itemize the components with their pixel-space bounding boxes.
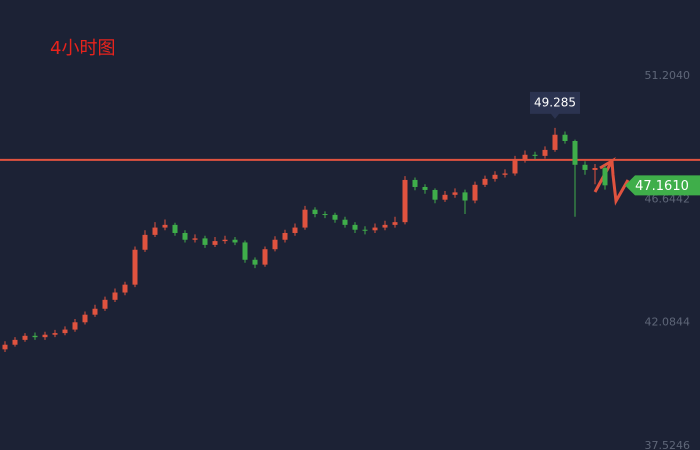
candle-body xyxy=(42,334,48,338)
candle-body xyxy=(492,174,498,179)
max-annotation-box xyxy=(530,91,580,119)
candle-body xyxy=(162,224,168,228)
candle-body xyxy=(2,344,8,350)
candle-body xyxy=(512,159,518,174)
candle-body xyxy=(102,299,108,309)
candle-body xyxy=(472,184,478,201)
candle-body xyxy=(382,224,388,228)
candle-body xyxy=(62,329,68,334)
candle-body xyxy=(542,149,548,156)
candle-body xyxy=(262,249,268,265)
candle-body xyxy=(392,222,398,225)
candle-body xyxy=(342,219,348,225)
candle-body xyxy=(432,189,438,200)
candle-body xyxy=(312,209,318,215)
candle-body xyxy=(22,335,28,340)
candle-body xyxy=(592,168,598,170)
candle-body xyxy=(282,232,288,240)
candle-body xyxy=(112,292,118,300)
chart-title: 4小时图 xyxy=(50,38,115,59)
candle-body xyxy=(132,249,138,285)
candle-body xyxy=(582,164,588,170)
candle-body xyxy=(522,154,528,160)
candle-body xyxy=(322,214,328,216)
candle-body xyxy=(192,238,198,240)
last-price-label: 47.1610 xyxy=(635,179,689,194)
candle-body xyxy=(232,239,238,243)
candle-body xyxy=(32,335,38,338)
candle-body xyxy=(532,154,538,156)
y-tick-label: 37.5246 xyxy=(645,439,691,450)
candle-body xyxy=(412,179,418,187)
candle-body xyxy=(372,227,378,231)
candle-body xyxy=(202,238,208,245)
candle-body xyxy=(482,178,488,185)
candle-body xyxy=(402,179,408,223)
candle-body xyxy=(422,186,428,190)
candle-body xyxy=(562,134,568,141)
candle-body xyxy=(52,333,58,335)
candle-body xyxy=(72,322,78,330)
candle-body xyxy=(462,192,468,201)
candle-body xyxy=(222,239,228,242)
candle-body xyxy=(122,284,128,293)
candle-body xyxy=(212,241,218,245)
candle-body xyxy=(12,339,18,345)
candle-body xyxy=(572,140,578,165)
candle-body xyxy=(442,194,448,200)
y-tick-label: 46.6442 xyxy=(645,192,691,205)
candle-body xyxy=(352,224,358,230)
last-price-tag xyxy=(625,175,700,196)
candle-body xyxy=(172,224,178,233)
candle-body xyxy=(602,168,608,186)
y-tick-label: 51.2040 xyxy=(645,69,691,82)
candle-body xyxy=(452,192,458,195)
y-tick-label: 42.0844 xyxy=(645,316,691,329)
candle-body xyxy=(252,259,258,265)
candle-body xyxy=(552,134,558,150)
candle-body xyxy=(302,209,308,228)
candle-body xyxy=(362,229,368,231)
candle-body xyxy=(82,314,88,323)
candle-body xyxy=(272,239,278,250)
candle-body xyxy=(242,242,248,260)
candle-body xyxy=(92,308,98,315)
max-annotation: 49.285 xyxy=(534,95,576,109)
candle-body xyxy=(502,173,508,175)
candle-body xyxy=(332,214,338,220)
projection-arrow xyxy=(593,156,630,206)
candle-body xyxy=(142,234,148,250)
candle-body xyxy=(152,227,158,235)
candle-body xyxy=(182,232,188,240)
candle-body xyxy=(292,227,298,233)
